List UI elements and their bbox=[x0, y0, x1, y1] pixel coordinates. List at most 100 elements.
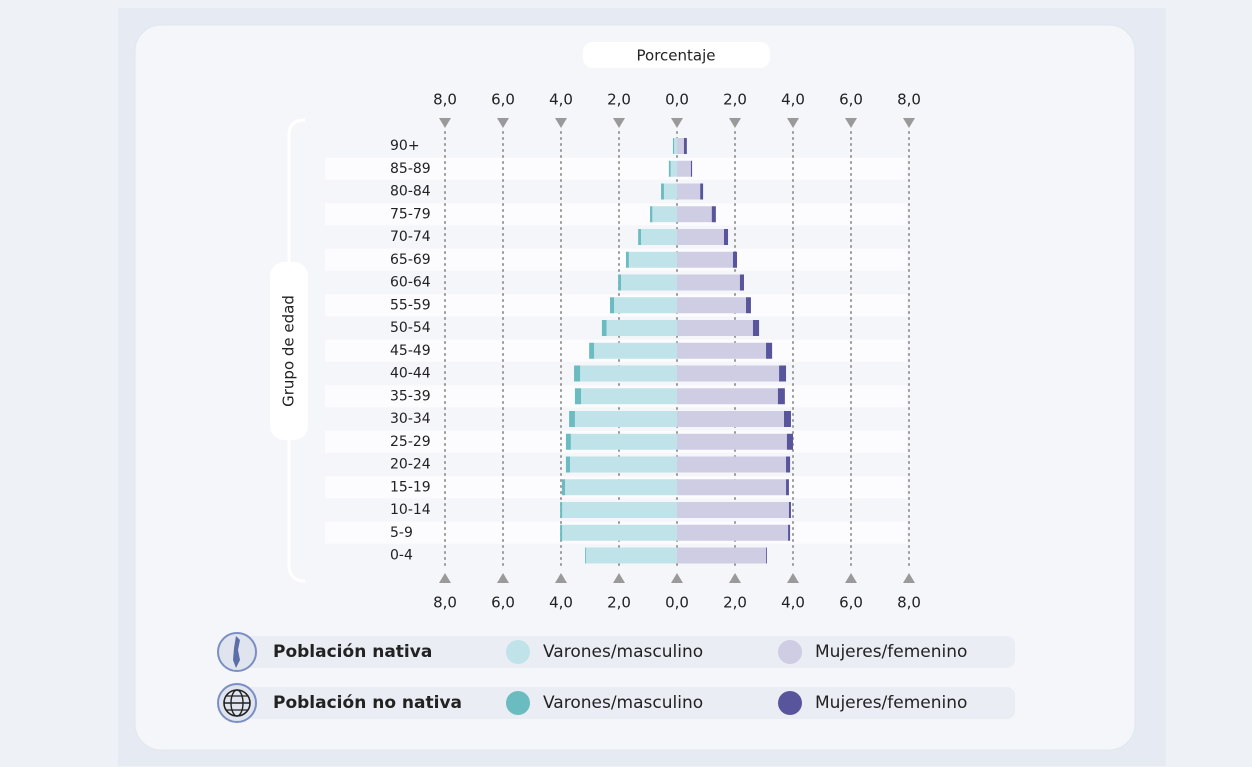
tick-marker bbox=[613, 573, 625, 583]
bar bbox=[677, 524, 789, 541]
bar bbox=[560, 502, 563, 518]
bar bbox=[777, 388, 785, 405]
x-tick-label: 8,0 bbox=[897, 594, 921, 612]
tick-marker bbox=[903, 573, 915, 583]
bar bbox=[628, 251, 677, 268]
bar bbox=[746, 297, 751, 314]
bar bbox=[663, 183, 677, 200]
category-label: 30-34 bbox=[390, 411, 431, 427]
bar bbox=[565, 479, 677, 496]
legend-band bbox=[225, 687, 1015, 719]
bar bbox=[732, 251, 738, 268]
bar bbox=[766, 342, 773, 359]
bar bbox=[574, 411, 677, 427]
bar bbox=[739, 274, 744, 291]
legend-label: Varones/masculino bbox=[543, 693, 703, 713]
tick-marker bbox=[497, 118, 509, 128]
category-label: 70-74 bbox=[390, 229, 431, 245]
bar bbox=[618, 274, 622, 291]
bar bbox=[677, 479, 787, 496]
x-tick-label: 6,0 bbox=[491, 594, 515, 612]
bar bbox=[711, 206, 716, 223]
bar bbox=[594, 342, 677, 359]
tick-marker bbox=[555, 118, 567, 128]
category-label: 75-79 bbox=[390, 206, 431, 222]
x-tick-label: 6,0 bbox=[491, 91, 515, 109]
bar bbox=[570, 433, 677, 450]
bar bbox=[606, 320, 677, 336]
bar bbox=[723, 229, 729, 245]
bar bbox=[569, 411, 575, 427]
category-label: 25-29 bbox=[390, 434, 431, 450]
bar bbox=[786, 479, 789, 496]
x-tick-label: 6,0 bbox=[839, 594, 863, 612]
tick-marker bbox=[671, 118, 683, 128]
x-tick-label: 8,0 bbox=[897, 91, 921, 109]
bar bbox=[580, 365, 677, 382]
legend-group: Población nativa bbox=[273, 642, 432, 662]
legend-label: Mujeres/femenino bbox=[815, 642, 967, 662]
legend-band bbox=[225, 636, 1015, 668]
x-tick-label: 4,0 bbox=[781, 91, 805, 109]
row-stripe bbox=[325, 248, 907, 271]
bar bbox=[585, 547, 677, 564]
category-label: 15-19 bbox=[390, 479, 431, 495]
bar bbox=[574, 365, 581, 382]
bar bbox=[569, 456, 677, 473]
category-label: 45-49 bbox=[390, 343, 431, 359]
x-tick-label: 2,0 bbox=[607, 594, 631, 612]
category-label: 20-24 bbox=[390, 457, 431, 473]
bar bbox=[690, 160, 693, 177]
bar bbox=[589, 342, 595, 359]
icon-non-native bbox=[217, 683, 257, 723]
bar bbox=[562, 524, 677, 541]
tick-marker bbox=[555, 573, 567, 583]
legend-swatch bbox=[506, 691, 530, 715]
bar bbox=[625, 251, 629, 268]
tick-marker bbox=[439, 573, 451, 583]
bar bbox=[650, 206, 653, 223]
x-tick-label: 4,0 bbox=[781, 594, 805, 612]
bar bbox=[562, 502, 677, 518]
bar bbox=[561, 479, 566, 496]
bar bbox=[784, 411, 791, 427]
bar bbox=[677, 297, 747, 314]
bar bbox=[610, 297, 615, 314]
bar bbox=[788, 502, 791, 518]
bar bbox=[677, 433, 787, 450]
x-axis-label: Porcentaje bbox=[637, 47, 716, 65]
tick-marker bbox=[613, 118, 625, 128]
bar bbox=[677, 160, 691, 177]
bar bbox=[670, 160, 677, 177]
row-stripe bbox=[325, 157, 907, 180]
category-label: 35-39 bbox=[390, 388, 431, 404]
bar bbox=[621, 274, 677, 291]
bar bbox=[677, 342, 767, 359]
bar bbox=[677, 206, 712, 223]
bar bbox=[786, 433, 793, 450]
bar bbox=[585, 547, 586, 564]
category-label: 10-14 bbox=[390, 502, 431, 518]
bar bbox=[677, 365, 780, 382]
bar bbox=[788, 524, 791, 541]
category-label: 60-64 bbox=[390, 275, 431, 291]
tick-marker bbox=[903, 118, 915, 128]
bar bbox=[638, 229, 642, 245]
category-label: 40-44 bbox=[390, 366, 431, 382]
y-label-pill bbox=[270, 262, 308, 440]
bar bbox=[677, 229, 724, 245]
x-tick-label: 6,0 bbox=[839, 91, 863, 109]
bar bbox=[677, 388, 778, 405]
bar bbox=[677, 502, 789, 518]
bar bbox=[581, 388, 677, 405]
bar bbox=[601, 320, 607, 336]
category-label: 85-89 bbox=[390, 161, 431, 177]
x-tick-label: 0,0 bbox=[665, 91, 689, 109]
category-label: 5-9 bbox=[390, 525, 413, 541]
bar bbox=[677, 547, 767, 564]
icon-native bbox=[217, 632, 257, 672]
tick-marker bbox=[787, 573, 799, 583]
bar bbox=[641, 229, 677, 245]
x-tick-label: 0,0 bbox=[665, 594, 689, 612]
